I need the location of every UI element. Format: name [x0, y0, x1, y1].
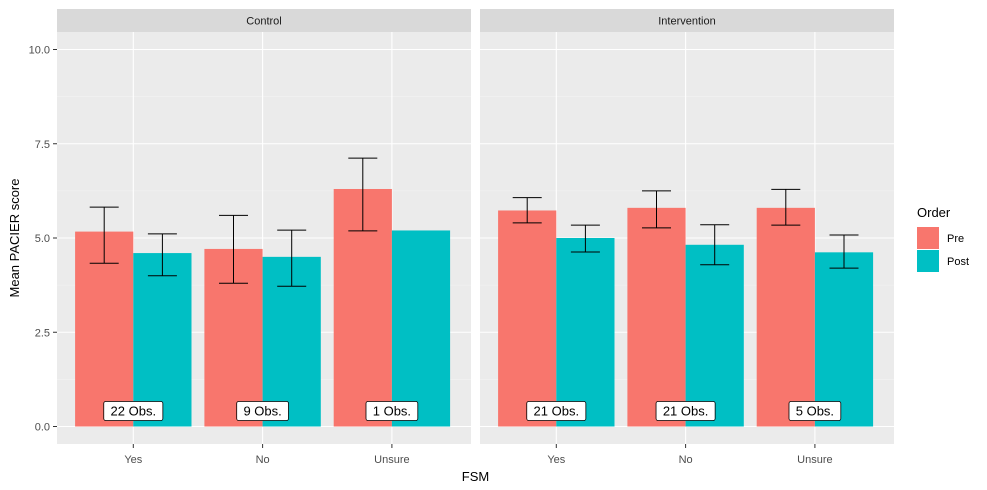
obs-label: 22 Obs.	[111, 404, 157, 419]
obs-label-box	[788, 401, 842, 421]
error-bar	[89, 206, 119, 264]
legend-title: Order	[917, 205, 951, 220]
x-tick-label: Yes	[547, 454, 565, 466]
y-axis-title: Mean PACIER score	[7, 179, 22, 298]
obs-label: 21 Obs.	[534, 404, 580, 419]
y-tick-label: 7.5	[35, 139, 50, 151]
bar-post-yes	[133, 253, 192, 427]
y-tick-label: 5.0	[35, 233, 50, 245]
bar-post-yes	[556, 238, 615, 427]
obs-label-box	[236, 401, 289, 421]
error-bar	[570, 224, 600, 253]
obs-label-box	[655, 401, 716, 421]
error-bar	[277, 229, 307, 287]
x-axis-title: FSM	[462, 469, 489, 484]
y-tick-label: 0.0	[35, 422, 50, 434]
legend-key-post	[917, 250, 939, 272]
bar-post-unsure	[391, 230, 451, 427]
error-bar	[219, 214, 248, 284]
facet-strip	[480, 9, 894, 32]
bar-post-no	[685, 244, 744, 427]
y-tick-label: 10.0	[29, 45, 50, 57]
bar-post-unsure	[814, 252, 874, 427]
y-axis: 0.0 2.5 5.0 7.5 10.0	[29, 45, 57, 434]
bar-pre-unsure	[756, 207, 815, 427]
bar-pre-yes	[75, 231, 134, 427]
legend-key-pre	[917, 227, 939, 249]
obs-label-box	[365, 401, 419, 421]
legend: Order Pre Post	[917, 205, 969, 272]
bar-pre-no	[627, 207, 686, 427]
facet-strip	[57, 9, 471, 32]
x-tick-label: No	[256, 454, 270, 466]
x-tick-label: No	[679, 454, 693, 466]
obs-label: 21 Obs.	[663, 404, 709, 419]
error-bar	[348, 157, 378, 232]
bar-pre-yes	[498, 210, 557, 427]
x-tick-label: Unsure	[374, 454, 409, 466]
obs-label: 5 Obs.	[796, 404, 834, 419]
error-bar	[700, 224, 730, 266]
obs-label-box	[526, 401, 587, 421]
error-bar	[642, 190, 671, 229]
error-bar	[512, 197, 542, 224]
error-bar	[771, 188, 801, 226]
obs-label: 9 Obs.	[243, 404, 281, 419]
facet-strip-label: Intervention	[658, 16, 715, 28]
legend-label-post: Post	[947, 256, 969, 268]
legend-label-pre: Pre	[947, 233, 964, 245]
facet-strip-label: Control	[246, 16, 281, 28]
x-tick-label: Yes	[124, 454, 142, 466]
x-tick-label: Unsure	[797, 454, 832, 466]
y-tick-label: 2.5	[35, 327, 50, 339]
facet-intervention: Intervention 21 Obs. 21 Obs. 5 Obs. Yes No Uns…	[480, 9, 894, 466]
obs-label-box	[103, 401, 164, 421]
obs-label: 1 Obs.	[373, 404, 411, 419]
error-bar	[829, 234, 859, 269]
error-bar	[147, 233, 177, 277]
facet-control: Control 22 Obs. 9 Obs. 1 Obs. Yes No Unsure	[57, 9, 471, 466]
